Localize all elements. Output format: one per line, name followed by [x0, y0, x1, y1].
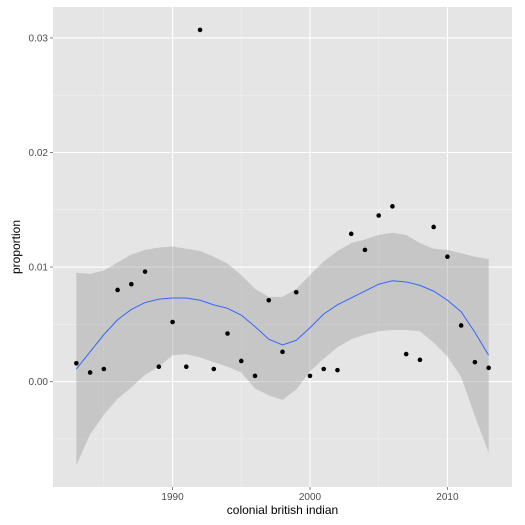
data-point — [417, 357, 423, 363]
data-point — [472, 359, 478, 365]
data-point — [238, 358, 244, 364]
data-point — [362, 247, 368, 253]
data-point — [458, 323, 464, 328]
data-point — [390, 204, 395, 209]
data-point — [348, 231, 354, 237]
data-point — [74, 360, 79, 366]
data-point — [101, 366, 107, 372]
data-point — [156, 364, 162, 370]
data-point — [197, 27, 203, 33]
data-point — [184, 364, 189, 370]
data-point — [266, 297, 272, 303]
data-point — [87, 370, 93, 375]
y-axis-title: proportion — [9, 220, 23, 274]
x-tick-label: 2000 — [299, 492, 322, 503]
x-tick-label: 2010 — [436, 492, 459, 503]
y-axis-ticks: 0.00 0.01 0.02 0.03 — [29, 33, 53, 388]
data-point — [403, 351, 409, 357]
data-point — [252, 373, 258, 379]
x-axis-title: colonial british indian — [227, 503, 338, 517]
data-point — [211, 366, 217, 372]
confidence-band — [76, 232, 489, 466]
y-tick-label: 0.01 — [29, 263, 49, 274]
major-gridlines — [53, 7, 512, 487]
data-point — [115, 287, 120, 293]
data-point — [280, 349, 285, 355]
data-point — [170, 319, 175, 325]
x-tick-label: 1990 — [161, 492, 184, 503]
plot-panel — [53, 7, 512, 487]
data-point — [335, 367, 340, 373]
data-point — [486, 365, 491, 371]
data-point — [129, 281, 134, 287]
y-tick-label: 0.02 — [29, 148, 49, 159]
data-point — [142, 269, 148, 274]
smooth-trend-line — [75, 280, 490, 370]
data-point — [225, 331, 230, 336]
data-point — [431, 224, 436, 230]
data-points — [74, 27, 491, 379]
y-tick-label: 0.00 — [29, 377, 49, 388]
x-axis-ticks: 1990 2000 2010 — [161, 487, 459, 503]
data-point — [376, 213, 381, 218]
y-tick-label: 0.03 — [29, 33, 49, 44]
data-point — [293, 289, 299, 295]
minor-gridlines — [53, 7, 512, 487]
data-point — [307, 373, 313, 379]
data-point — [321, 366, 327, 372]
data-point — [445, 254, 450, 260]
